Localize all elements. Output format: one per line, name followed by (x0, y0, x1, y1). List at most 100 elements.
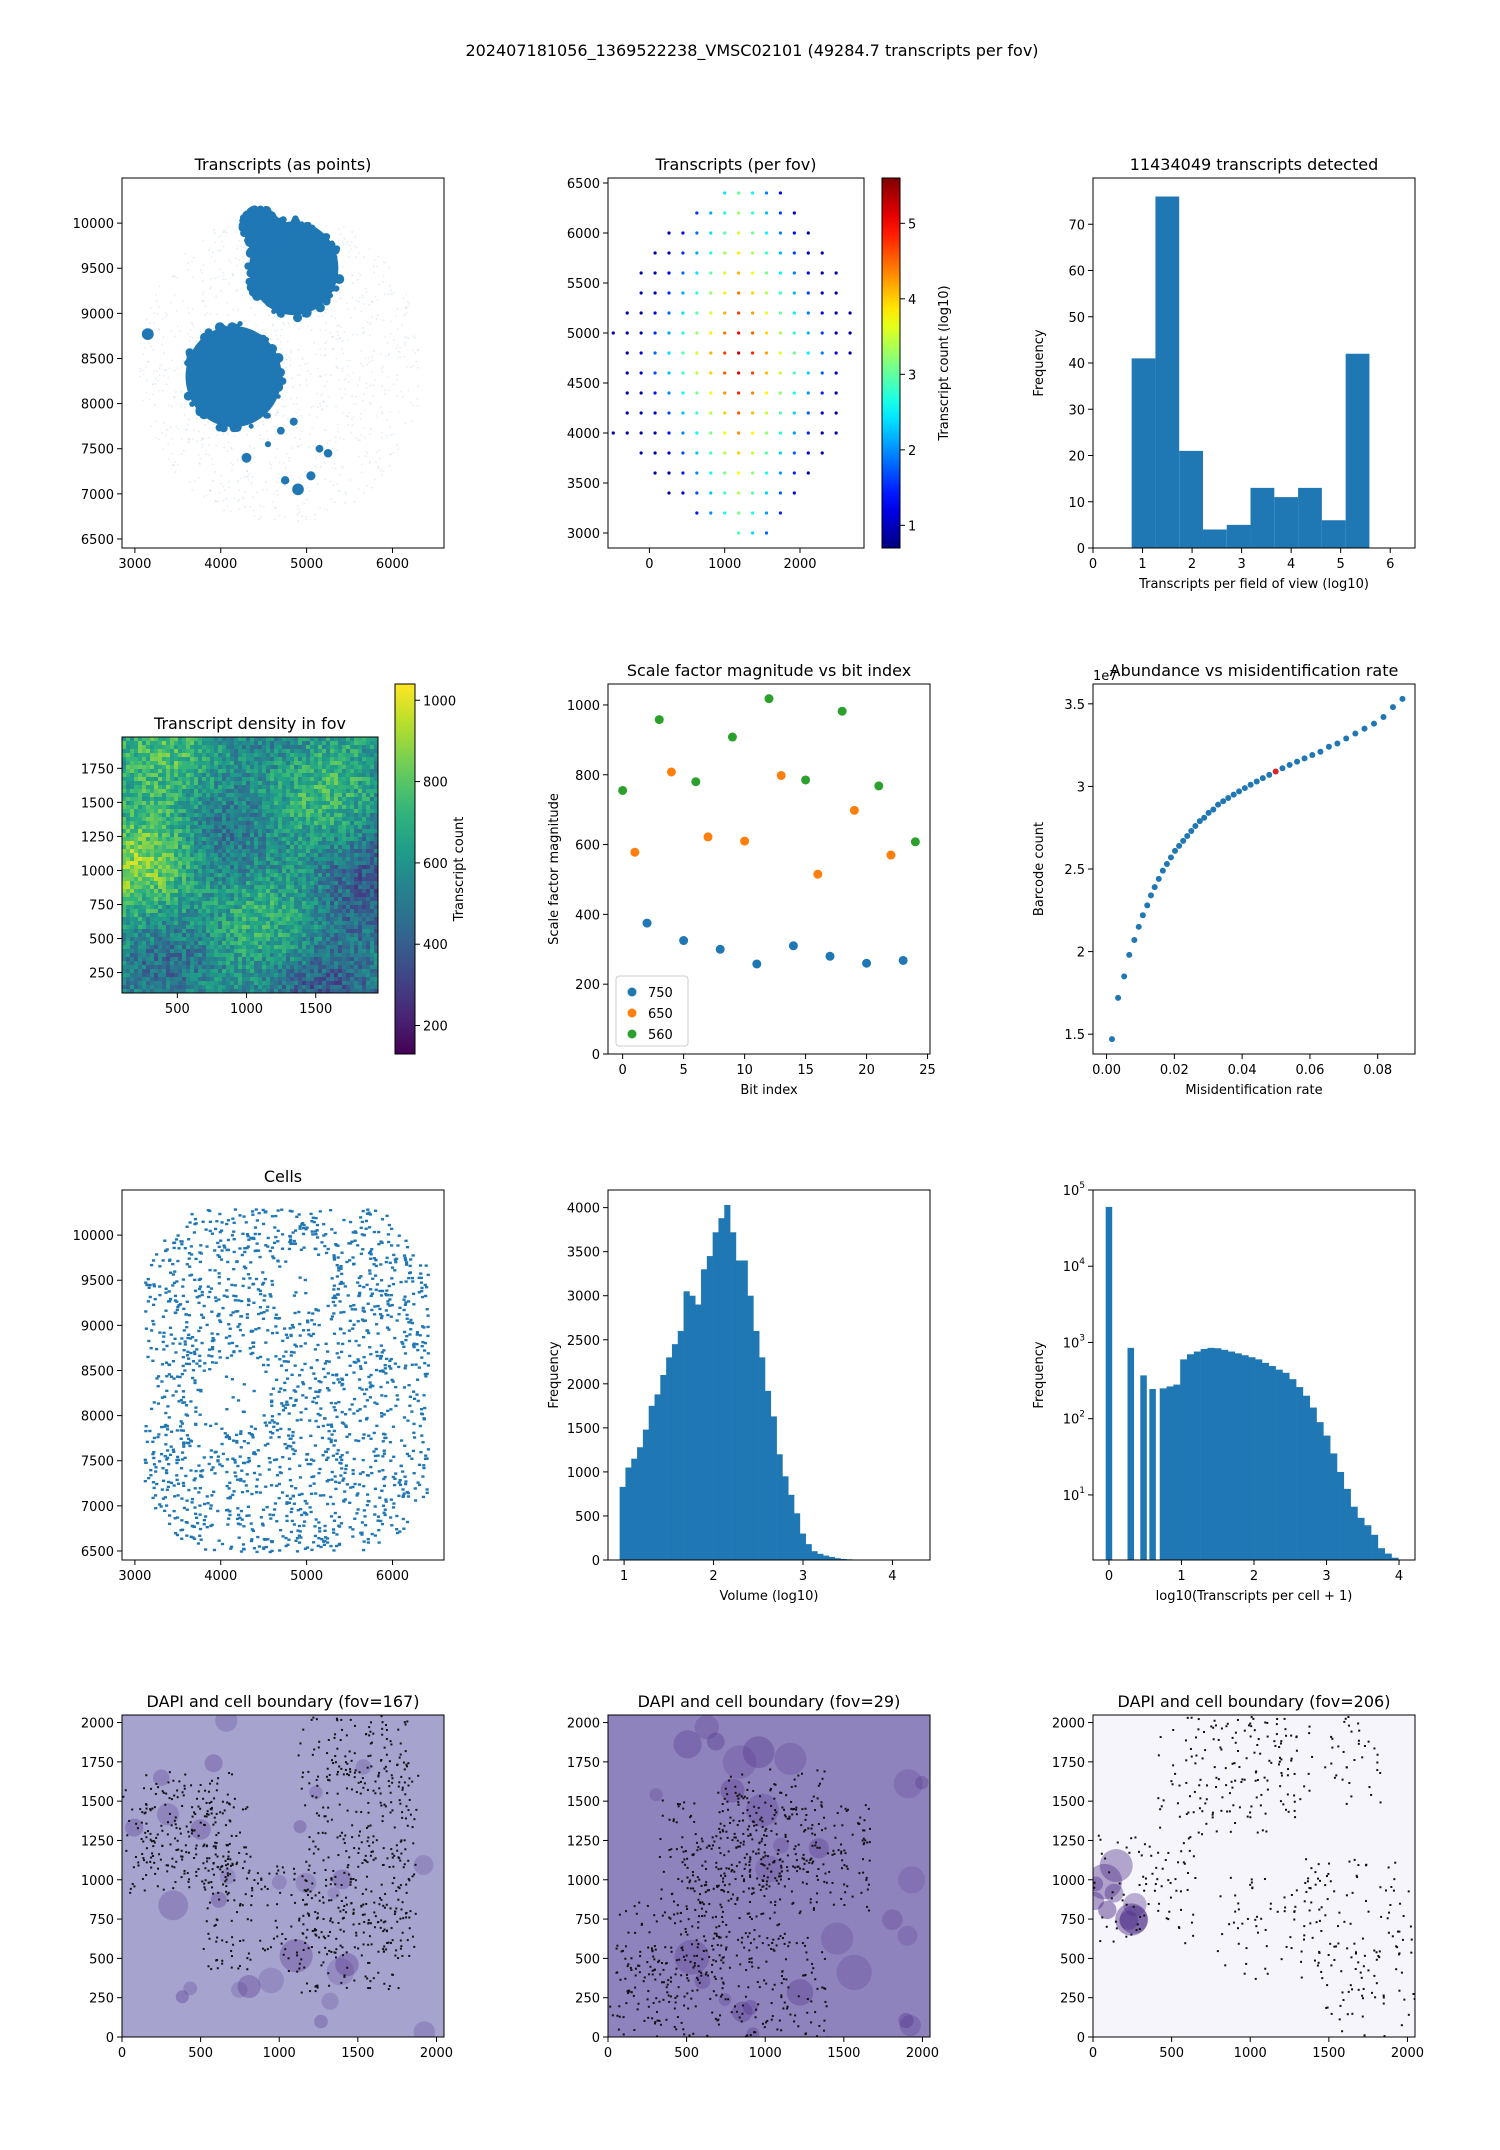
p4-heatmap-cell (278, 957, 282, 961)
p4-heatmap-cell (242, 969, 246, 973)
p3-ytick-label: 30 (1068, 403, 1085, 418)
p4-heatmap-cell (310, 905, 314, 909)
p4-heatmap-cell (202, 741, 206, 745)
p4-heatmap-cell (202, 789, 206, 793)
p4-heatmap-cell (178, 881, 182, 885)
p4-heatmap-cell (326, 889, 330, 893)
p4-heatmap-cell (230, 805, 234, 809)
p4-heatmap-cell (150, 921, 154, 925)
p4-heatmap-cell (318, 933, 322, 937)
p2-fov-point (751, 231, 754, 234)
p4-heatmap-cell (146, 901, 150, 905)
p4-heatmap-cell (142, 893, 146, 897)
p4-heatmap-cell (290, 901, 294, 905)
p1-halo-point (158, 306, 160, 308)
p1-halo-point (153, 323, 155, 325)
p4-heatmap-cell (294, 853, 298, 857)
p4-heatmap-cell (162, 949, 166, 953)
p2-fov-point (653, 351, 656, 354)
p4-heatmap-cell (286, 929, 290, 933)
p4-heatmap-cell (210, 853, 214, 857)
p4-heatmap-cell (134, 977, 138, 981)
p4-heatmap-cell (154, 969, 158, 973)
p4-heatmap-cell (150, 805, 154, 809)
p4-heatmap-cell (126, 845, 130, 849)
p1-edge-point (246, 239, 252, 245)
p1-halo-point (276, 335, 278, 337)
p4-heatmap-cell (218, 937, 222, 941)
p1-halo-point (335, 365, 337, 367)
p4-heatmap-cell (238, 937, 242, 941)
p4-heatmap-cell (318, 945, 322, 949)
p4-heatmap-cell (166, 953, 170, 957)
p4-heatmap-cell (238, 941, 242, 945)
p4-heatmap-cell (226, 961, 230, 965)
p1-halo-point (307, 370, 309, 372)
p4-heatmap-cell (198, 937, 202, 941)
p4-heatmap-cell (154, 977, 158, 981)
p4-heatmap-cell (130, 973, 134, 977)
p4-heatmap-cell (198, 741, 202, 745)
p4-heatmap-cell (258, 829, 262, 833)
p4-heatmap-cell (262, 757, 266, 761)
p4-heatmap-cell (130, 941, 134, 945)
p4-heatmap-cell (286, 773, 290, 777)
p4-heatmap-cell (130, 861, 134, 865)
p1-halo-point (393, 383, 395, 385)
p4-heatmap-cell (190, 829, 194, 833)
p4-heatmap-cell (242, 817, 246, 821)
p4-heatmap-cell (126, 837, 130, 841)
p4-heatmap-cell (166, 877, 170, 881)
p4-heatmap-cell (198, 749, 202, 753)
p4-heatmap-cell (222, 741, 226, 745)
p4-heatmap-cell (262, 913, 266, 917)
p1-halo-point (280, 348, 282, 350)
p4-heatmap-cell (234, 781, 238, 785)
p4-heatmap-cell (270, 965, 274, 969)
p4-heatmap-cell (322, 857, 326, 861)
p4-heatmap-cell (250, 761, 254, 765)
p4-heatmap-cell (234, 905, 238, 909)
p3-ytick-label: 10 (1068, 496, 1085, 511)
p1-halo-point (417, 367, 419, 369)
p4-heatmap-cell (214, 977, 218, 981)
p4-heatmap-cell (154, 757, 158, 761)
p1-halo-point (297, 374, 299, 376)
p4-heatmap-cell (242, 985, 246, 989)
p4-heatmap-cell (258, 801, 262, 805)
p4-heatmap-cell (310, 873, 314, 877)
p4-heatmap-cell (222, 885, 226, 889)
p4-heatmap-cell (218, 777, 222, 781)
p4-heatmap-cell (178, 789, 182, 793)
p4-heatmap-cell (274, 965, 278, 969)
p1-halo-point (277, 494, 279, 496)
p4-heatmap-cell (190, 953, 194, 957)
p4-heatmap-cell (182, 965, 186, 969)
p3-xtick-label: 6 (1386, 557, 1394, 572)
p4-heatmap-cell (166, 933, 170, 937)
p1-halo-point (202, 438, 204, 440)
p1-halo-point (346, 360, 348, 362)
p4-heatmap-cell (258, 925, 262, 929)
p4-heatmap-cell (242, 737, 246, 741)
p1-halo-point (319, 348, 321, 350)
p4-heatmap-cell (242, 753, 246, 757)
p1-halo-point (299, 328, 301, 330)
p1-halo-point (386, 419, 388, 421)
p4-heatmap-cell (234, 869, 238, 873)
p4-heatmap-cell (206, 913, 210, 917)
p4-heatmap-cell (214, 897, 218, 901)
p4-heatmap-cell (310, 921, 314, 925)
p1-halo-point (362, 294, 364, 296)
p4-heatmap-cell (162, 857, 166, 861)
p1-halo-point (202, 280, 204, 282)
p4-heatmap-cell (234, 877, 238, 881)
p4-heatmap-cell (234, 873, 238, 877)
p4-heatmap-cell (138, 773, 142, 777)
p4-heatmap-cell (142, 957, 146, 961)
p1-halo-point (396, 345, 398, 347)
p4-heatmap-cell (258, 821, 262, 825)
p4-heatmap-cell (150, 809, 154, 813)
p4-heatmap-cell (134, 881, 138, 885)
p4-heatmap-cell (318, 769, 322, 773)
